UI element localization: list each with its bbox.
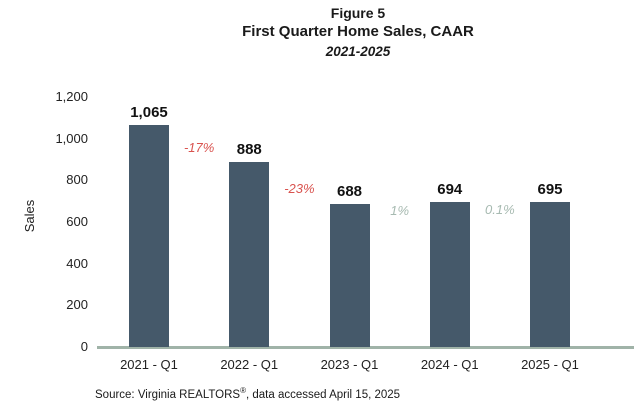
pct-change-annotation: -23% bbox=[284, 180, 315, 196]
bar bbox=[429, 202, 470, 347]
bar bbox=[329, 203, 370, 347]
source-prefix: Source: Virginia REALTORS bbox=[95, 388, 241, 401]
pct-change-annotation: 1% bbox=[390, 202, 410, 218]
bar bbox=[229, 162, 270, 347]
y-tick-label: 200 bbox=[66, 297, 88, 313]
y-tick-label: 1,200 bbox=[55, 89, 88, 104]
y-tick-label: 600 bbox=[66, 214, 88, 229]
x-tick-label: 2022 - Q1 bbox=[220, 357, 279, 372]
bar-value-label: 1,065 bbox=[130, 104, 168, 122]
chart-subtitle: 2021-2025 bbox=[325, 44, 391, 59]
y-tick-label: 400 bbox=[66, 255, 88, 271]
bar-value-label: 694 bbox=[437, 181, 463, 199]
x-tick-label: 2021 - Q1 bbox=[120, 357, 178, 372]
x-tick-label: 2024 - Q1 bbox=[420, 357, 479, 372]
source-suffix: , data accessed April 15, 2025 bbox=[246, 388, 401, 401]
x-tick-label: 2023 - Q1 bbox=[320, 357, 379, 372]
bar bbox=[530, 202, 570, 347]
figure-number: Figure 5 bbox=[330, 5, 386, 21]
x-axis-line bbox=[97, 346, 634, 349]
pct-change-annotation: 0.1% bbox=[485, 201, 515, 217]
source-note: Source: Virginia REALTORS®, data accesse… bbox=[95, 386, 400, 401]
bar-value-label: 888 bbox=[236, 141, 262, 158]
x-tick-label: 2025 - Q1 bbox=[521, 357, 579, 372]
bar bbox=[129, 125, 169, 347]
y-tick-label: 800 bbox=[66, 172, 88, 188]
figure-title-block: Figure 5 First Quarter Home Sales, CAAR … bbox=[58, 4, 644, 61]
bar-value-label: 688 bbox=[336, 182, 363, 200]
bar-value-label: 695 bbox=[537, 181, 563, 199]
chart-title: First Quarter Home Sales, CAAR bbox=[242, 23, 474, 40]
registered-trademark-symbol: ® bbox=[240, 386, 246, 395]
y-tick-label: 0 bbox=[80, 339, 88, 354]
pct-change-annotation: -17% bbox=[183, 140, 215, 156]
y-tick-label: 1,000 bbox=[55, 130, 88, 146]
